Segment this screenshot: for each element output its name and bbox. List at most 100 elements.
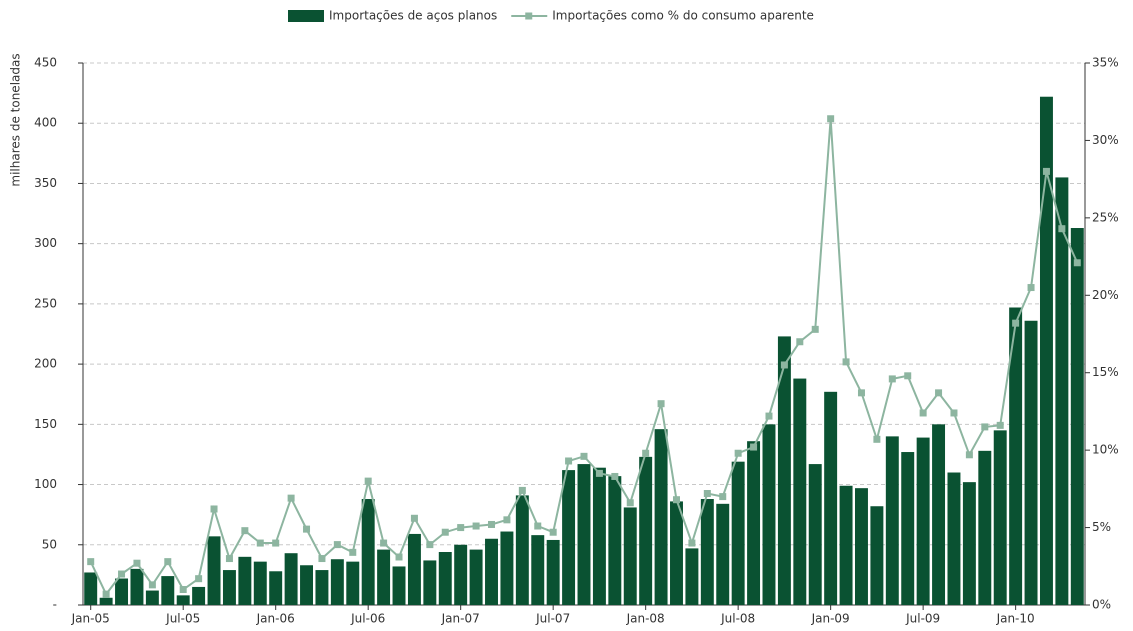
marker	[472, 522, 480, 530]
bar	[407, 533, 421, 605]
bar	[423, 560, 437, 605]
bar	[207, 536, 221, 605]
bar	[1039, 96, 1053, 606]
bar	[916, 437, 930, 605]
marker	[241, 527, 249, 535]
bar	[361, 499, 375, 605]
marker	[703, 490, 711, 498]
bar	[115, 578, 129, 605]
marker	[904, 372, 912, 380]
marker	[657, 400, 665, 408]
marker	[1027, 284, 1035, 292]
marker	[734, 449, 742, 457]
bar	[99, 597, 113, 605]
legend-label: Importações de aços planos	[329, 9, 497, 23]
x-tick-label: Jul-05	[165, 612, 200, 626]
marker	[287, 494, 295, 502]
bar	[269, 571, 283, 605]
y-tick-label: 200	[34, 357, 57, 371]
marker	[195, 575, 203, 583]
bar	[84, 572, 98, 605]
y-tick-label: 50	[42, 537, 57, 551]
x-tick-label: Jan-10	[996, 612, 1035, 626]
marker	[1012, 319, 1020, 327]
bar	[238, 556, 252, 605]
marker	[364, 477, 372, 485]
marker	[935, 389, 943, 397]
x-tick-label: Jan-09	[811, 612, 850, 626]
bar	[639, 456, 653, 605]
marker	[333, 541, 341, 549]
bar	[623, 507, 637, 605]
x-tick-label: Jul-08	[720, 612, 755, 626]
y2-tick-label: 25%	[1092, 210, 1119, 224]
marker	[642, 449, 650, 457]
y-tick-label: -	[53, 598, 57, 612]
bar	[731, 461, 745, 605]
bar	[716, 503, 730, 605]
x-tick-label: Jul-09	[905, 612, 940, 626]
bar	[839, 485, 853, 605]
marker	[426, 541, 434, 549]
marker	[488, 520, 496, 528]
y-tick-label: 450	[34, 56, 57, 70]
bar	[1070, 228, 1084, 605]
bar	[855, 488, 868, 605]
marker	[626, 499, 634, 507]
x-tick-label: Jan-06	[256, 612, 295, 626]
y-axis-label: milhares de toneladas	[9, 53, 23, 186]
bar	[192, 586, 206, 605]
marker	[272, 539, 280, 547]
bar	[546, 539, 560, 605]
x-tick-label: Jan-07	[441, 612, 480, 626]
bar	[130, 568, 144, 605]
marker	[225, 555, 233, 563]
y-tick-label: 300	[34, 236, 57, 250]
marker	[534, 522, 542, 530]
legend-swatch	[525, 12, 533, 20]
marker	[611, 472, 619, 480]
bar	[1024, 320, 1038, 605]
marker	[118, 570, 126, 578]
bar	[500, 531, 514, 605]
marker	[318, 555, 326, 563]
marker	[827, 115, 835, 123]
bar	[315, 570, 329, 605]
marker	[888, 375, 896, 383]
marker	[565, 457, 573, 465]
bar	[700, 499, 714, 605]
marker	[981, 423, 989, 431]
marker	[518, 486, 526, 494]
marker	[210, 505, 218, 513]
bar	[685, 548, 699, 605]
marker	[688, 539, 696, 547]
bar	[962, 482, 976, 605]
bar	[608, 476, 622, 605]
bar	[577, 464, 591, 605]
bar	[531, 535, 545, 605]
x-tick-label: Jan-05	[71, 612, 110, 626]
y-tick-label: 350	[34, 176, 57, 190]
marker	[256, 539, 264, 547]
x-tick-label: Jul-06	[350, 612, 385, 626]
marker	[410, 514, 418, 522]
marker	[595, 469, 603, 477]
bar	[346, 561, 360, 605]
marker	[1058, 225, 1066, 233]
marker	[750, 443, 758, 451]
marker	[102, 590, 110, 598]
marker	[1042, 167, 1050, 175]
y2-tick-label: 35%	[1092, 56, 1119, 70]
marker	[996, 421, 1004, 429]
marker	[380, 539, 388, 547]
bar	[978, 450, 992, 605]
bar	[885, 436, 899, 605]
marker	[965, 451, 973, 459]
bar	[947, 472, 961, 605]
legend-label: Importações como % do consumo aparente	[552, 9, 814, 23]
y-tick-label: 250	[34, 296, 57, 310]
y-tick-label: 400	[34, 116, 57, 130]
marker	[503, 516, 511, 524]
marker	[148, 581, 156, 589]
